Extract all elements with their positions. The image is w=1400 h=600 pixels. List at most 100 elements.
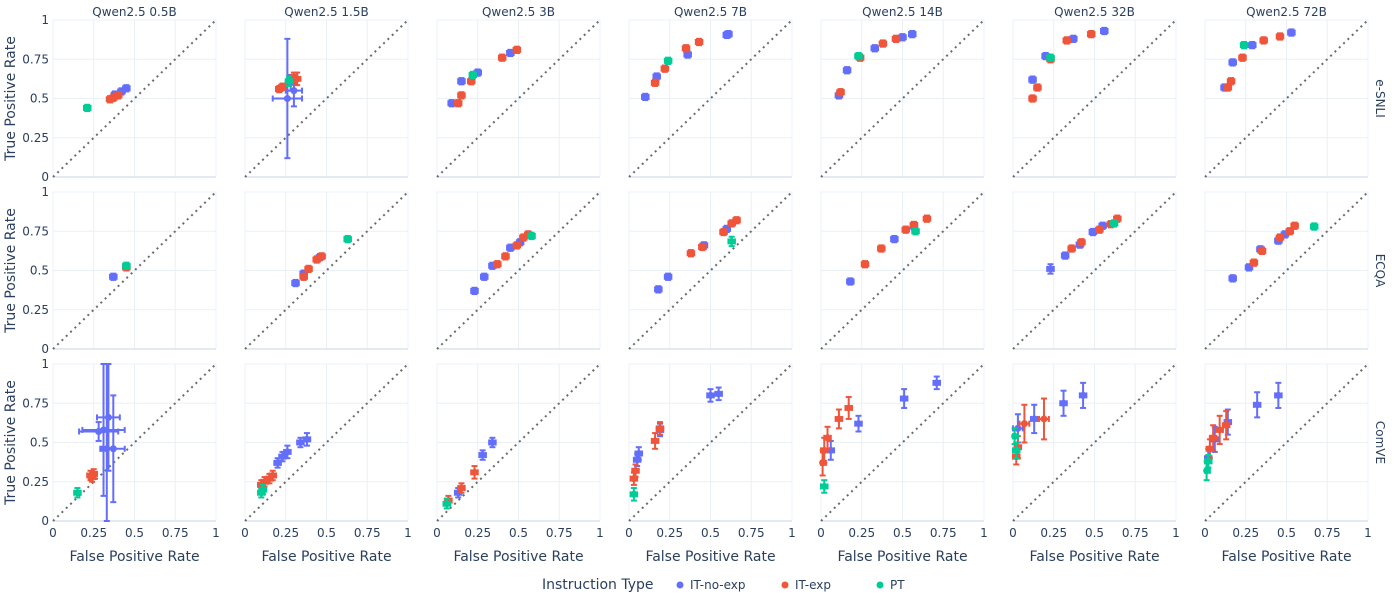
data-point-it-exp (512, 241, 522, 250)
data-point-it-exp (681, 44, 691, 53)
diagonal-reference-line (1012, 191, 1177, 350)
x-axis-title: False Positive Rate (453, 549, 583, 565)
x-axis-title: False Positive Rate (1221, 549, 1351, 565)
marker-pt (73, 489, 81, 497)
data-point-it-no-exp (1248, 40, 1257, 50)
x-tick-label: 1 (980, 526, 988, 540)
data-point-it-exp (719, 227, 728, 237)
x-tick-label: 0.25 (464, 526, 491, 540)
legend-entry-pt[interactable]: PT (876, 578, 906, 592)
marker-it-exp (733, 216, 741, 224)
x-tick-label: 0.75 (162, 526, 189, 540)
panel-ecqa-qwen2-5-0-5b: 0 0.25 0.5 0.75 1 (22, 185, 217, 356)
x-tick-label: 0.25 (80, 526, 107, 540)
marker-pt (912, 227, 920, 235)
marker-it-no-exp (290, 87, 298, 95)
marker-it-exp (910, 221, 918, 229)
data-point-it-no-exp (1078, 381, 1088, 409)
data-point-it-no-exp (478, 449, 487, 461)
y-tick-label: 0 (41, 342, 49, 356)
data-point-it-no-exp (899, 388, 909, 409)
panel-ecqa-qwen2-5-32b (1012, 191, 1177, 350)
x-tick-label: 0.25 (656, 526, 683, 540)
marker-it-no-exp (653, 73, 661, 81)
data-point-it-exp (1067, 244, 1076, 253)
data-point-it-exp (512, 45, 522, 54)
data-point-it-no-exp (1028, 75, 1037, 84)
y-tick-label: 0 (41, 514, 49, 528)
marker-it-no-exp (1060, 399, 1068, 407)
x-tick-label: 0.25 (848, 526, 875, 540)
data-point-it-exp (1018, 403, 1031, 444)
data-point-pt (527, 231, 536, 241)
x-tick-label: 1 (1172, 526, 1180, 540)
x-tick-label: 0.75 (354, 526, 381, 540)
y-tick-label: 0 (41, 170, 49, 184)
marker-it-exp (1276, 32, 1284, 40)
data-point-it-no-exp (641, 92, 650, 102)
marker-pt (1204, 457, 1212, 465)
data-point-it-exp (1249, 258, 1259, 267)
data-point-it-no-exp (854, 414, 863, 433)
x-tick-label: 0.5 (125, 526, 144, 540)
legend-label-it-no-exp: IT-no-exp (690, 578, 746, 592)
marker-it-no-exp (846, 277, 854, 285)
data-point-it-exp (299, 272, 308, 281)
marker-it-no-exp (654, 285, 662, 293)
marker-it-no-exp (641, 93, 649, 101)
marker-it-exp (1260, 36, 1268, 44)
data-point-pt (1203, 460, 1211, 482)
data-point-it-no-exp (846, 277, 855, 286)
data-point-it-no-exp (1059, 389, 1068, 417)
legend-entry-it-exp[interactable]: IT-exp (781, 578, 832, 592)
data-point-pt (1012, 441, 1021, 460)
marker-it-exp (1227, 77, 1235, 85)
panel-ecqa-qwen2-5-1-5b (244, 191, 409, 350)
x-tick-label: 0.75 (738, 526, 765, 540)
marker-pt (664, 57, 672, 65)
marker-it-exp (824, 434, 832, 442)
x-tick-label: 0.5 (509, 526, 528, 540)
marker-it-exp (837, 88, 845, 96)
x-tick-label: 0.25 (1232, 526, 1259, 540)
y-tick-label: 0.25 (22, 303, 49, 317)
y-axis-title: True Positive Rate (3, 380, 19, 506)
data-point-pt (1239, 40, 1249, 50)
marker-it-exp (106, 95, 114, 103)
panel-comve-qwen2-5-1-5b: 0 0.25 0.5 0.75 1 (241, 363, 412, 540)
marker-it-exp (1068, 245, 1076, 253)
data-point-it-exp (1223, 83, 1233, 92)
marker-pt (728, 237, 736, 245)
marker-it-exp (1029, 95, 1037, 102)
diagonal-reference-line (436, 363, 601, 522)
marker-pt (259, 486, 267, 494)
data-point-it-exp (901, 225, 911, 234)
marker-it-no-exp (1061, 252, 1069, 260)
data-point-it-exp (655, 421, 665, 436)
marker-it-no-exp (448, 99, 456, 107)
diagonal-reference-line (244, 191, 409, 350)
diagonal-reference-line (628, 363, 793, 522)
marker-it-no-exp (506, 244, 514, 252)
legend-marker-it-no-exp (676, 581, 684, 589)
legend-entry-it-no-exp[interactable]: IT-no-exp (676, 578, 746, 592)
marker-it-exp (467, 77, 475, 85)
data-point-it-exp (470, 465, 479, 480)
marker-it-exp (454, 99, 462, 107)
panel-grid: 00.250.50.75100.250.50.75100.250.50.7510… (3, 5, 1387, 565)
marker-it-no-exp (1274, 391, 1282, 399)
data-point-it-no-exp (654, 285, 663, 294)
marker-it-no-exp (635, 449, 643, 457)
marker-it-no-exp (854, 420, 862, 428)
data-point-it-exp (268, 469, 277, 482)
data-point-it-exp (1275, 233, 1285, 242)
x-tick-label: 0.25 (1040, 526, 1067, 540)
marker-it-no-exp (1030, 415, 1038, 423)
marker-it-exp (1095, 226, 1103, 234)
marker-pt (528, 232, 536, 240)
column-title-qwen2-5-3b: Qwen2.5 3B (482, 5, 555, 19)
marker-it-exp (1040, 415, 1048, 423)
panel-comve-qwen2-5-0-5b: 0 0.25 0.5 0.75 1 0 0.25 0.5 0.75 1 (22, 357, 220, 540)
data-point-it-exp (877, 244, 886, 253)
marker-it-no-exp (274, 459, 282, 467)
